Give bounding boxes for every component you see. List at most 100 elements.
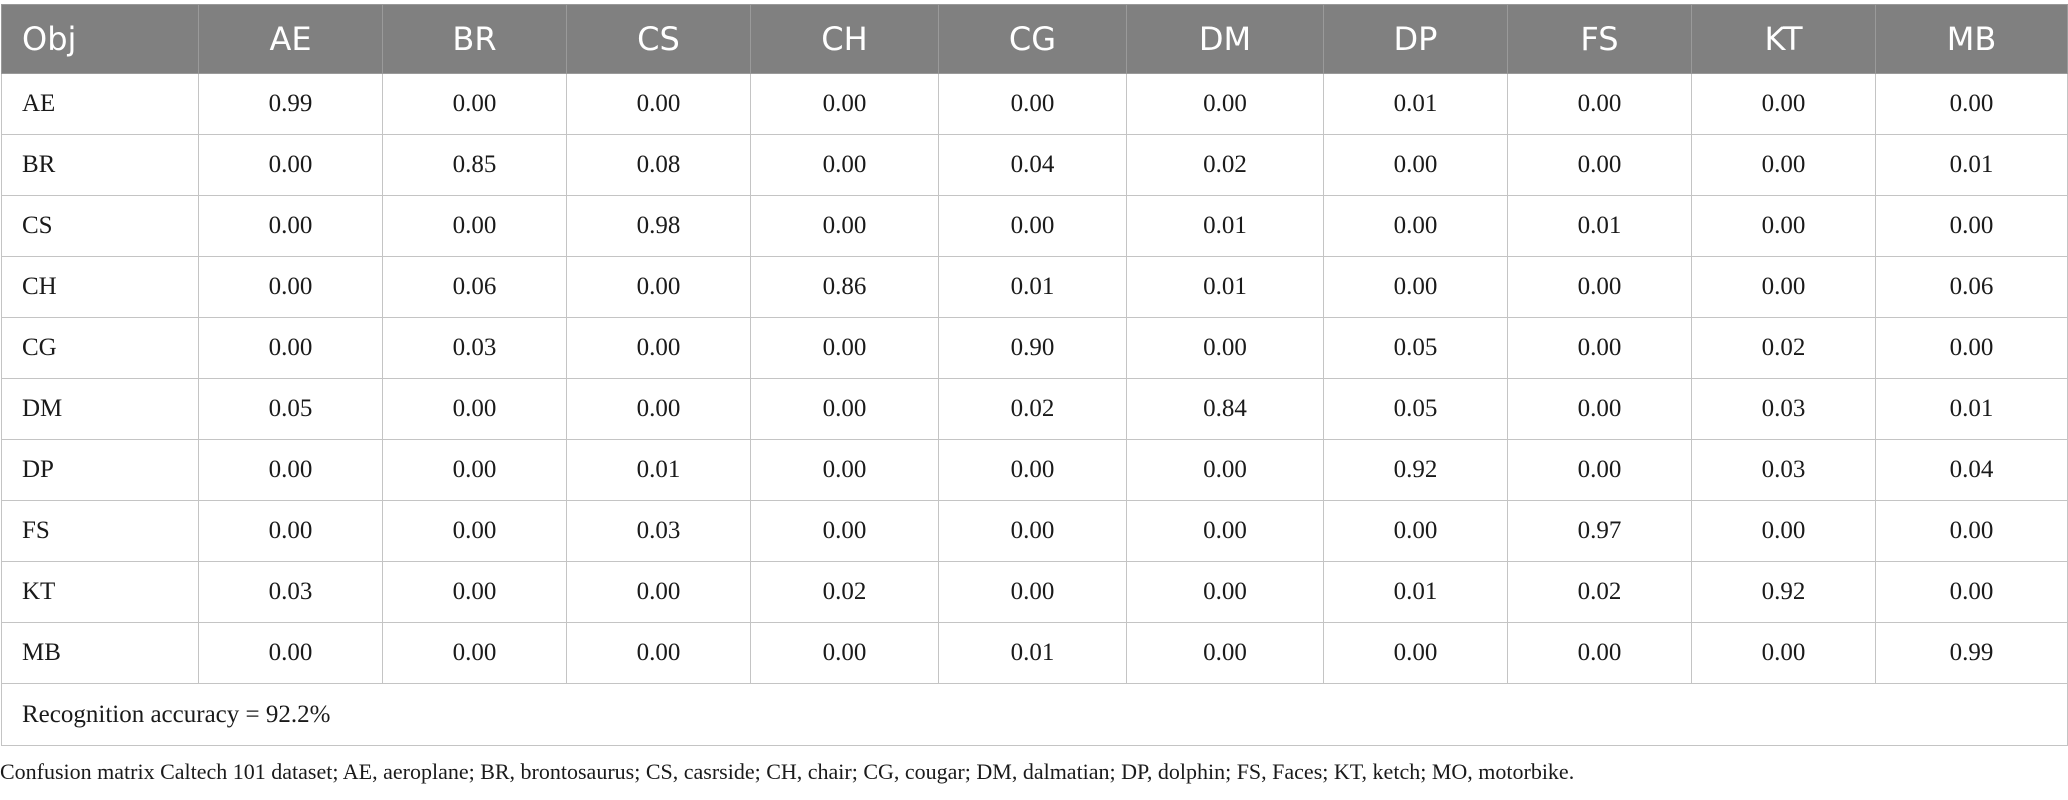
row-label: DM <box>1 378 199 440</box>
row-label: KT <box>1 561 199 623</box>
table-cell: 0.00 <box>1691 73 1876 135</box>
table-header: Obj AE BR CS CH CG DM DP FS KT MB <box>1 4 2068 74</box>
table-cell: 0.01 <box>1875 378 2068 440</box>
table-cell: 0.00 <box>938 439 1127 501</box>
table-cell: 0.00 <box>1126 622 1324 684</box>
table-cell: 0.00 <box>1507 317 1692 379</box>
table-cell: 0.00 <box>1691 500 1876 562</box>
table-row: KT 0.03 0.00 0.00 0.02 0.00 0.00 0.01 0.02 0.92 0.… <box>1 561 2068 623</box>
table-cell: 0.00 <box>750 195 939 257</box>
table-row: CS 0.00 0.00 0.98 0.00 0.00 0.01 0.00 0.01 0.00 0.… <box>1 195 2068 257</box>
row-label: CH <box>1 256 199 318</box>
table-cell: 0.01 <box>566 439 751 501</box>
column-header-obj: Obj <box>1 4 199 74</box>
table-cell: 0.00 <box>938 500 1127 562</box>
column-header-kt: KT <box>1691 4 1876 74</box>
table-cell: 0.00 <box>938 73 1127 135</box>
table-cell: 0.06 <box>382 256 567 318</box>
table-cell: 0.01 <box>938 256 1127 318</box>
table-cell: 0.99 <box>198 73 383 135</box>
table-cell: 0.00 <box>382 561 567 623</box>
table-cell: 0.00 <box>566 378 751 440</box>
table-cell: 0.00 <box>1323 134 1508 196</box>
table-row: CH 0.00 0.06 0.00 0.86 0.01 0.01 0.00 0.00 0.00 0.… <box>1 256 2068 318</box>
table-cell: 0.02 <box>938 378 1127 440</box>
table-row: BR 0.00 0.85 0.08 0.00 0.04 0.02 0.00 0.00 0.00 0.… <box>1 134 2068 196</box>
table-cell: 0.03 <box>382 317 567 379</box>
table-row: DP 0.00 0.00 0.01 0.00 0.00 0.00 0.92 0.00 0.03 0.… <box>1 439 2068 501</box>
table-cell: 0.00 <box>1691 134 1876 196</box>
table-cell: 0.00 <box>1691 256 1876 318</box>
table-cell: 0.00 <box>1323 622 1508 684</box>
table-cell: 0.00 <box>566 622 751 684</box>
table-cell: 0.00 <box>1875 73 2068 135</box>
column-header-br: BR <box>382 4 567 74</box>
table-cell: 0.00 <box>1875 317 2068 379</box>
table-cell: 0.00 <box>1507 622 1692 684</box>
table-cell: 0.00 <box>382 622 567 684</box>
table-cell: 0.01 <box>1507 195 1692 257</box>
table-cell: 0.00 <box>566 561 751 623</box>
table-cell: 0.02 <box>1126 134 1324 196</box>
table-cell: 0.00 <box>1507 134 1692 196</box>
table-container: Obj AE BR CS CH CG DM DP FS KT MB AE 0.99 0.00 0.00 0.… <box>0 4 2068 746</box>
column-header-cs: CS <box>566 4 751 74</box>
table-cell: 0.86 <box>750 256 939 318</box>
table-cell: 0.00 <box>566 73 751 135</box>
table-cell: 0.00 <box>198 256 383 318</box>
table-cell: 0.00 <box>1875 561 2068 623</box>
row-label: MB <box>1 622 199 684</box>
table-cell: 0.04 <box>938 134 1127 196</box>
table-cell: 0.01 <box>1323 561 1508 623</box>
row-label: FS <box>1 500 199 562</box>
table-cell: 0.00 <box>938 561 1127 623</box>
confusion-matrix-table: Obj AE BR CS CH CG DM DP FS KT MB AE 0.99 0.00 0.00 0.… <box>1 4 2068 746</box>
column-header-dm: DM <box>1126 4 1324 74</box>
table-cell: 0.06 <box>1875 256 2068 318</box>
table-cell: 0.00 <box>382 195 567 257</box>
table-cell: 0.00 <box>750 622 939 684</box>
table-cell: 0.05 <box>198 378 383 440</box>
table-cell: 0.00 <box>1875 500 2068 562</box>
table-cell: 0.00 <box>382 378 567 440</box>
table-cell: 0.00 <box>750 317 939 379</box>
table-cell: 0.90 <box>938 317 1127 379</box>
table-cell: 0.99 <box>1875 622 2068 684</box>
table-cell: 0.97 <box>1507 500 1692 562</box>
table-cell: 0.92 <box>1323 439 1508 501</box>
table-cell: 0.03 <box>566 500 751 562</box>
table-cell: 0.00 <box>198 317 383 379</box>
row-label: BR <box>1 134 199 196</box>
table-cell: 0.00 <box>1691 195 1876 257</box>
table-row: FS 0.00 0.00 0.03 0.00 0.00 0.00 0.00 0.97 0.00 0.… <box>1 500 2068 562</box>
table-row: CG 0.00 0.03 0.00 0.00 0.90 0.00 0.05 0.00 0.02 0.… <box>1 317 2068 379</box>
table-cell: 0.03 <box>198 561 383 623</box>
table-row: DM 0.05 0.00 0.00 0.00 0.02 0.84 0.05 0.00 0.03 0.… <box>1 378 2068 440</box>
table-cell: 0.00 <box>750 500 939 562</box>
table-cell: 0.01 <box>938 622 1127 684</box>
table-cell: 0.00 <box>1323 500 1508 562</box>
table-cell: 0.00 <box>382 500 567 562</box>
table-cell: 0.00 <box>1126 561 1324 623</box>
header-row: Obj AE BR CS CH CG DM DP FS KT MB <box>1 4 2068 74</box>
table-cell: 0.00 <box>1323 195 1508 257</box>
table-row: MB 0.00 0.00 0.00 0.00 0.01 0.00 0.00 0.00 0.00 0.… <box>1 622 2068 684</box>
table-cell: 0.00 <box>566 256 751 318</box>
table-cell: 0.00 <box>198 500 383 562</box>
column-header-ch: CH <box>750 4 939 74</box>
column-header-ae: AE <box>198 4 383 74</box>
table-body: AE 0.99 0.00 0.00 0.00 0.00 0.00 0.01 0.00 0.00 0.… <box>1 73 2068 746</box>
table-cell: 0.92 <box>1691 561 1876 623</box>
table-cell: 0.00 <box>566 317 751 379</box>
table-cell: 0.04 <box>1875 439 2068 501</box>
table-cell: 0.00 <box>198 134 383 196</box>
table-row: AE 0.99 0.00 0.00 0.00 0.00 0.00 0.01 0.00 0.00 0.… <box>1 73 2068 135</box>
table-cell: 0.00 <box>1126 500 1324 562</box>
table-cell: 0.00 <box>382 439 567 501</box>
summary-row: Recognition accuracy = 92.2% <box>1 683 2068 746</box>
table-cell: 0.00 <box>750 378 939 440</box>
table-footnote: Confusion matrix Caltech 101 dataset; AE… <box>0 759 1575 784</box>
column-header-dp: DP <box>1323 4 1508 74</box>
table-cell: 0.00 <box>938 195 1127 257</box>
table-cell: 0.02 <box>1507 561 1692 623</box>
